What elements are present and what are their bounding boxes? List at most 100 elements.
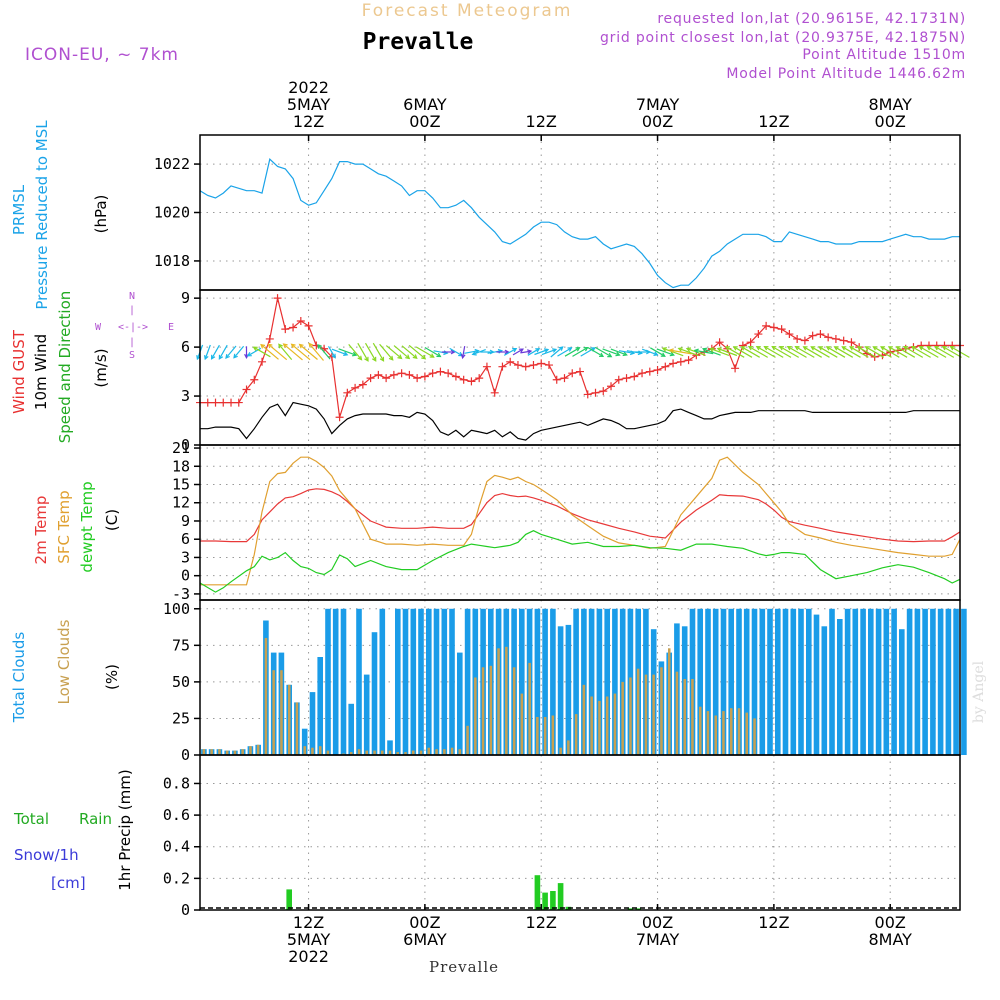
low-clouds-bar xyxy=(753,718,756,755)
wind-arrow-head xyxy=(934,345,940,351)
total-clouds-bar xyxy=(565,624,572,755)
wind-arrow xyxy=(669,349,692,355)
wind-arrow-head xyxy=(364,356,369,362)
wind-arrow xyxy=(247,347,262,357)
wind-arrow-head xyxy=(246,351,252,357)
time-label-top: 00Z xyxy=(409,112,440,131)
wind-arrow-head xyxy=(747,345,754,351)
total-clouds-bar xyxy=(790,608,797,755)
time-label-bottom: 7MAY xyxy=(636,930,680,949)
low-clouds-label: Low Clouds xyxy=(55,619,73,704)
wind-arrow-head xyxy=(903,345,909,351)
precip-bar xyxy=(550,891,556,910)
time-label-bottom: 12Z xyxy=(758,913,789,932)
clouds-ytick-label: 75 xyxy=(172,636,190,654)
wind-arrow-head xyxy=(298,343,304,349)
wind-arrow-head xyxy=(724,346,730,351)
pressure-msl-label: Pressure Reduced to MSL xyxy=(33,120,51,310)
wind-arrow-head xyxy=(910,345,916,351)
low-clouds-bar xyxy=(381,750,384,755)
wind-arrow xyxy=(580,347,596,357)
time-label-top: 7MAY xyxy=(636,95,680,114)
low-clouds-bar xyxy=(288,684,291,755)
wind-arrow xyxy=(842,346,861,358)
temp-ytick-label: 9 xyxy=(181,512,190,530)
compass-s: S xyxy=(129,350,135,361)
total-clouds-bar xyxy=(387,740,393,755)
low-clouds-bar xyxy=(621,681,624,755)
low-clouds-bar xyxy=(636,668,640,755)
wind-arrow xyxy=(204,344,211,360)
total-clouds-bar xyxy=(441,608,448,755)
wind-gust-line-marker xyxy=(219,398,228,407)
wind-arrow-head xyxy=(778,345,785,351)
total-clouds-bar xyxy=(821,626,828,755)
wind-arrow xyxy=(865,346,885,358)
total-clouds-bar xyxy=(930,608,936,755)
wind-arrow-head xyxy=(685,347,692,353)
wind-gust-line-marker xyxy=(413,374,422,383)
wind-arrow xyxy=(587,347,604,357)
time-label-top: 2022 xyxy=(288,78,329,97)
wind-arrow-head xyxy=(308,342,314,348)
total-clouds-bar xyxy=(464,608,471,755)
low-clouds-bar xyxy=(675,671,679,755)
low-clouds-bar xyxy=(474,677,477,755)
wind-arrow xyxy=(364,342,377,362)
wind-arrow xyxy=(787,346,807,358)
wind-arrow xyxy=(826,346,846,358)
wind-gust-line-marker xyxy=(746,338,755,347)
low-clouds-bar xyxy=(202,749,206,755)
total-clouds-bar xyxy=(371,632,378,755)
low-clouds-bar xyxy=(598,700,601,755)
wind-arrow xyxy=(520,350,532,354)
low-clouds-bar xyxy=(272,670,275,755)
total-clouds-bar xyxy=(457,652,463,755)
low-clouds-bar xyxy=(730,708,733,755)
time-label-bottom: 00Z xyxy=(875,913,906,932)
wind-gust-line-marker xyxy=(227,398,236,407)
wind-arrow xyxy=(733,346,753,358)
precip-ytick-label: 0 xyxy=(181,901,190,919)
total-clouds-bar xyxy=(875,608,882,755)
wind-arrow-head xyxy=(880,346,886,351)
wind-arrow-head xyxy=(607,352,613,358)
total-clouds-bar xyxy=(736,608,742,755)
temp-ytick-label: 0 xyxy=(181,567,190,585)
location-title: Prevalle xyxy=(363,29,474,55)
low-clouds-bar xyxy=(644,674,648,755)
low-clouds-bar xyxy=(443,749,446,755)
wind-gust-line-marker xyxy=(420,372,429,381)
wind-arrow-head xyxy=(267,343,273,349)
wind-arrow xyxy=(299,344,318,360)
total-clouds-bar xyxy=(402,608,409,755)
time-label-top: 12Z xyxy=(758,112,789,131)
pressure-ytick-label: 1020 xyxy=(154,204,190,222)
low-clouds-bar xyxy=(481,667,485,755)
low-clouds-bar xyxy=(590,696,593,755)
wind-arrow xyxy=(649,347,666,357)
time-label-bottom: 5MAY xyxy=(287,930,331,949)
wind-gust-line-marker xyxy=(607,382,616,391)
wind-arrow-head xyxy=(204,355,209,361)
wind-arrow-head xyxy=(218,354,224,360)
total-clouds-bar xyxy=(418,608,424,755)
wind-arrow xyxy=(803,346,823,358)
total-clouds-bar xyxy=(868,608,874,755)
low-clouds-bar xyxy=(489,665,493,755)
requested-coords: requested lon,lat (20.9615E, 42.1731N) xyxy=(657,11,966,27)
wind-arrow-head xyxy=(709,347,715,352)
wind-gust-line-marker xyxy=(242,385,251,394)
wind-arrow-head xyxy=(460,353,466,360)
wind-arrow-head xyxy=(833,346,839,351)
total-clouds-bar xyxy=(449,608,455,755)
wind-arrow xyxy=(464,350,479,354)
low-clouds-bar xyxy=(388,750,392,755)
wind-gust-line xyxy=(200,298,960,418)
wind-gust-line-marker xyxy=(676,357,685,366)
total-clouds-bar xyxy=(604,608,610,755)
total-clouds-bar xyxy=(720,608,727,755)
wind-gust-line-marker xyxy=(653,365,662,374)
wind-arrow xyxy=(503,348,517,356)
wind-gust-line-marker xyxy=(583,390,592,399)
